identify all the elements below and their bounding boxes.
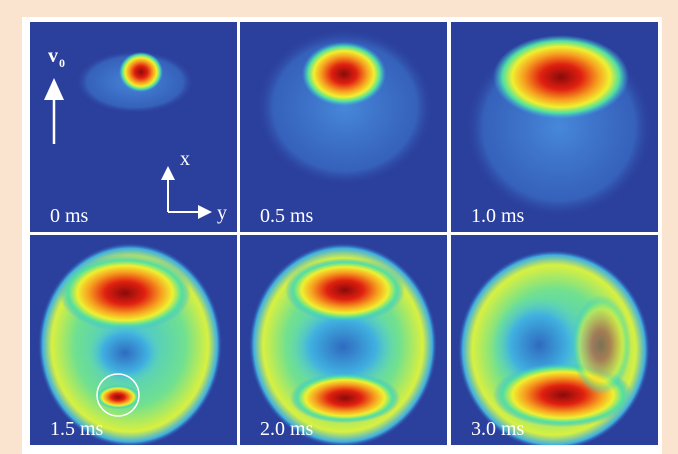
blob: [285, 258, 405, 322]
blob: [290, 373, 400, 423]
panel-label: 1.5 ms: [50, 418, 104, 440]
panel-label: 0 ms: [50, 205, 89, 227]
panel: 0.5 ms: [240, 22, 447, 232]
panel-label: 2.0 ms: [260, 418, 314, 440]
panel: 2.0 ms: [240, 235, 447, 447]
velocity-label: v: [48, 45, 58, 67]
panel-label: 3.0 ms: [471, 418, 525, 440]
panel-image: [240, 235, 447, 447]
panel-image: [240, 22, 447, 232]
panel: 1.5 ms: [30, 235, 237, 447]
panel-label: 0.5 ms: [260, 205, 314, 227]
panel: 3.0 ms: [451, 235, 658, 450]
blob: [119, 52, 163, 92]
x-label: x: [180, 148, 190, 170]
figure: 0 ms v0 x y 0.5 ms 1.0 ms 1.5 ms 2.0 ms 3.0 ms: [0, 0, 678, 454]
panel-image: [30, 22, 237, 232]
blob: [302, 42, 386, 106]
panel-image: [30, 235, 237, 447]
panel-image: [451, 22, 658, 232]
blob: [59, 255, 191, 331]
velocity-subscript: 0: [59, 56, 65, 70]
blob: [493, 35, 629, 119]
blob: [571, 295, 631, 395]
page: 0 msv0xy0.5 ms1.0 ms1.5 ms2.0 ms3.0 ms (…: [0, 0, 678, 454]
blob: [96, 385, 140, 409]
y-label: y: [217, 202, 227, 224]
panel-label: 1.0 ms: [471, 205, 525, 227]
panel: 1.0 ms: [451, 22, 658, 232]
